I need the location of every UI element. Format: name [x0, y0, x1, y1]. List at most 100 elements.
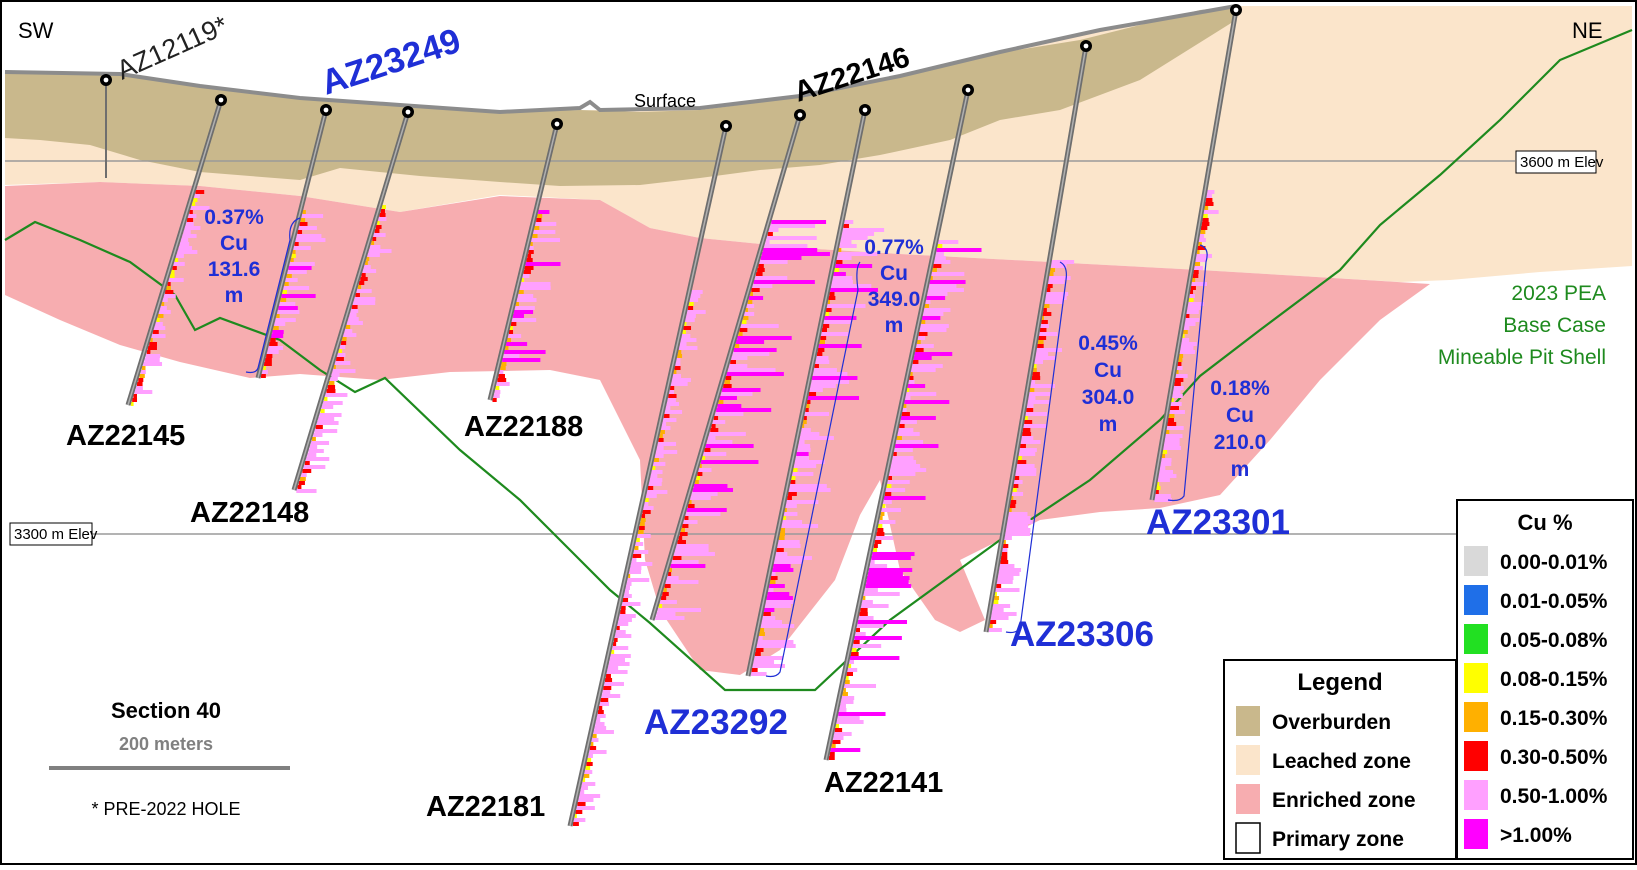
svg-text:Cu: Cu — [220, 232, 248, 255]
svg-text:m: m — [225, 284, 244, 307]
legend-swatch — [1236, 706, 1260, 736]
cu-legend-label: 0.05-0.08% — [1500, 629, 1608, 652]
cu-legend-item: 0.00-0.01% — [1464, 546, 1608, 576]
legend-item-enriched-zone: Enriched zone — [1236, 784, 1416, 814]
cu-legend-label: >1.00% — [1500, 824, 1572, 847]
cu-legend-swatch — [1464, 819, 1488, 849]
hole-label-az23306: AZ23306 — [1010, 615, 1154, 654]
cu-legend-swatch — [1464, 702, 1488, 732]
svg-text:m: m — [1099, 413, 1118, 436]
cu-legend-item: 0.01-0.05% — [1464, 585, 1608, 615]
svg-text:210.0: 210.0 — [1214, 431, 1267, 454]
pit-shell-label-3: Mineable Pit Shell — [1438, 346, 1606, 369]
pre-2022-note: * PRE-2022 HOLE — [91, 799, 240, 819]
svg-text:m: m — [1231, 458, 1250, 481]
legend-item-overburden: Overburden — [1236, 706, 1391, 736]
elevation-box-3600 — [1515, 150, 1597, 174]
legend-item-primary-zone: Primary zone — [1235, 822, 1404, 854]
legend-label: Enriched zone — [1272, 789, 1416, 812]
legend-title: Legend — [1297, 669, 1382, 696]
legend-swatch — [1236, 784, 1260, 814]
hole-label-az22141: AZ22141 — [824, 767, 943, 799]
scale-label: 200 meters — [119, 734, 213, 754]
drill-hole-az12119 — [100, 74, 112, 178]
pit-shell-line — [4, 28, 1633, 692]
assay-trace-az23249 — [261, 210, 326, 378]
svg-text:0.77%: 0.77% — [864, 236, 924, 259]
assay-trace-az22181 — [572, 290, 706, 826]
cu-legend-item: 0.15-0.30% — [1464, 702, 1608, 732]
section-title: Section 40 — [111, 698, 221, 723]
hole-label-az22181: AZ22181 — [426, 791, 545, 823]
cu-legend-label: 0.01-0.05% — [1500, 590, 1608, 613]
drill-hole-az23301 — [1149, 4, 1242, 501]
interval-label-4: 0.18% Cu 210.0 m — [1210, 377, 1270, 481]
cu-legend-label: 0.30-0.50% — [1500, 746, 1608, 769]
pit-shell-label-1: 2023 PEA — [1511, 282, 1606, 305]
assay-trace-az22146 — [750, 220, 885, 676]
cu-legend-swatch — [1464, 585, 1488, 615]
cu-legend-label: 0.15-0.30% — [1500, 707, 1608, 730]
assay-trace-az23301 — [1154, 190, 1219, 502]
cu-legend-swatch — [1464, 624, 1488, 654]
drill-hole-az22146 — [745, 104, 871, 677]
hole-label-az23301: AZ23301 — [1146, 503, 1290, 542]
legend-label: Primary zone — [1272, 828, 1404, 851]
svg-text:Cu: Cu — [880, 262, 908, 285]
svg-text:349.0: 349.0 — [868, 288, 921, 311]
svg-text:0.18%: 0.18% — [1210, 377, 1270, 400]
cu-legend-swatch — [1464, 741, 1488, 771]
drill-hole-az22148 — [291, 106, 414, 491]
cu-legend-item: 0.05-0.08% — [1464, 624, 1608, 654]
cu-legend-label: 0.08-0.15% — [1500, 668, 1608, 691]
drill-hole-az23249 — [255, 104, 332, 379]
orientation-ne: NE — [1572, 18, 1603, 43]
assay-trace-az22145 — [130, 190, 210, 406]
assay-trace-az22148 — [296, 205, 392, 493]
drill-holes — [100, 4, 1242, 827]
interval-label-1: 0.37% Cu 131.6 m — [204, 206, 264, 307]
legend-label: Leached zone — [1272, 750, 1411, 773]
cu-legend-swatch — [1464, 663, 1488, 693]
cu-legend-swatch — [1464, 546, 1488, 576]
hole-label-az22188: AZ22188 — [464, 411, 583, 443]
cu-legend-title: Cu % — [1518, 510, 1573, 535]
svg-text:0.45%: 0.45% — [1078, 332, 1138, 355]
legend-label: Overburden — [1272, 711, 1391, 734]
interval-label-3: 0.45% Cu 304.0 m — [1078, 332, 1138, 436]
orientation-sw: SW — [18, 18, 54, 43]
drill-hole-az22141 — [823, 84, 974, 761]
assay-trace-az22188 — [492, 210, 561, 402]
drill-hole-az23292 — [649, 109, 806, 621]
cu-legend-item: >1.00% — [1464, 819, 1572, 849]
cu-legend-swatch — [1464, 780, 1488, 810]
cu-legend-label: 0.50-1.00% — [1500, 785, 1608, 808]
svg-text:304.0: 304.0 — [1082, 386, 1135, 409]
interval-label-2: 0.77% Cu 349.0 m — [864, 236, 924, 337]
elevation-box-3300 — [9, 522, 93, 546]
svg-text:131.6: 131.6 — [208, 258, 261, 281]
assay-traces — [130, 190, 1219, 826]
assay-trace-az23306 — [988, 260, 1075, 632]
svg-text:0.37%: 0.37% — [204, 206, 264, 229]
drill-hole-az22145 — [125, 94, 227, 406]
surface-line — [4, 4, 1237, 115]
drill-hole-az23306 — [983, 40, 1092, 633]
cu-legend-label: 0.00-0.01% — [1500, 551, 1608, 574]
svg-text:m: m — [885, 314, 904, 337]
legend-swatch — [1235, 822, 1261, 854]
drill-hole-az22188 — [487, 118, 563, 401]
hole-label-az23292: AZ23292 — [644, 703, 788, 742]
svg-text:Cu: Cu — [1226, 404, 1254, 427]
pit-shell-label-2: Base Case — [1503, 314, 1606, 337]
interval-brackets — [245, 217, 1208, 678]
overburden — [5, 6, 1240, 186]
geology-legend: Legend Overburden Leached zone Enriched zo… — [1223, 659, 1457, 860]
hole-label-az22145: AZ22145 — [66, 420, 185, 452]
cu-grade-legend: Cu % 0.00-0.01% 0.01-0.05% 0.05-0.08% 0.08-… — [1456, 499, 1634, 860]
elevation-label-3600: 3600 m Elev — [1520, 154, 1604, 171]
svg-text:Cu: Cu — [1094, 359, 1122, 382]
